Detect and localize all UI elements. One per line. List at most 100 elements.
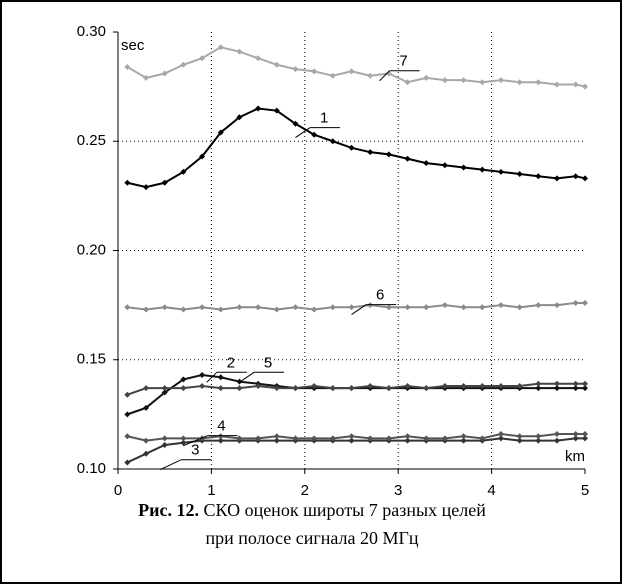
point [180,376,187,383]
leader-line [351,304,367,315]
point [460,437,467,444]
point [582,385,588,392]
point [385,70,392,77]
point [311,306,318,313]
point [385,385,392,392]
point [255,304,262,311]
point [348,144,355,151]
point [553,175,560,182]
y-axis-label: sec [121,37,145,54]
point [180,306,187,313]
point [582,435,588,442]
y-tick-label: 0.15 [77,351,106,368]
leader-line [379,70,390,82]
point [255,105,262,112]
point [441,77,448,84]
point [497,382,504,389]
point [404,155,411,162]
series-line [126,437,585,464]
point [367,302,374,309]
point [217,44,224,51]
y-tick-label: 0.10 [77,460,106,477]
point [535,385,542,392]
point [329,435,336,442]
point [553,302,560,309]
point [553,431,560,438]
point [582,431,588,438]
point [441,382,448,389]
point [143,74,150,81]
x-axis-label: km [565,448,585,465]
point [124,391,131,398]
point [497,435,504,442]
series-line [127,374,585,416]
point [236,378,243,385]
point [143,450,150,457]
point [292,66,299,73]
x-tick-label: 0 [114,482,122,499]
point [199,153,206,160]
point [497,302,504,309]
point [311,435,318,442]
point [180,61,187,68]
point [497,168,504,175]
point [292,120,299,127]
point [124,63,131,70]
point [143,306,150,313]
point [348,385,355,392]
point [535,380,542,387]
point [516,304,523,311]
point [292,304,299,311]
point [348,433,355,440]
point [479,304,486,311]
point [385,435,392,442]
point [479,79,486,86]
point [479,382,486,389]
series-line [127,433,585,442]
point [553,385,560,392]
point [553,437,560,444]
series-label: 2 [227,354,235,371]
point [572,81,579,88]
point [423,160,430,167]
point [404,79,411,86]
point [124,433,131,440]
point [124,459,131,466]
point [572,380,579,387]
point [516,382,523,389]
point [273,306,280,313]
point [255,382,262,389]
point [311,68,318,75]
point [460,433,467,440]
caption-label: Рис. 12. [138,500,199,520]
caption-line: при полосе сигнала 20 МГц [205,528,418,548]
point [124,411,131,418]
point [497,77,504,84]
series-label: 1 [320,110,328,127]
point [329,304,336,311]
point [423,385,430,392]
point [572,385,579,392]
point [199,382,206,389]
series-line [126,46,586,88]
point [329,385,336,392]
point [460,304,467,311]
point [161,435,168,442]
point [236,304,243,311]
point [367,149,374,156]
point [143,385,150,392]
point [553,81,560,88]
y-tick-label: 0.25 [77,132,106,149]
point [143,437,150,444]
point [273,433,280,440]
point [535,437,542,444]
point [199,55,206,62]
leader-line [239,371,255,383]
point [535,79,542,86]
point [441,435,448,442]
point [236,114,243,121]
point [348,437,355,444]
point [236,385,243,392]
point [385,304,392,311]
